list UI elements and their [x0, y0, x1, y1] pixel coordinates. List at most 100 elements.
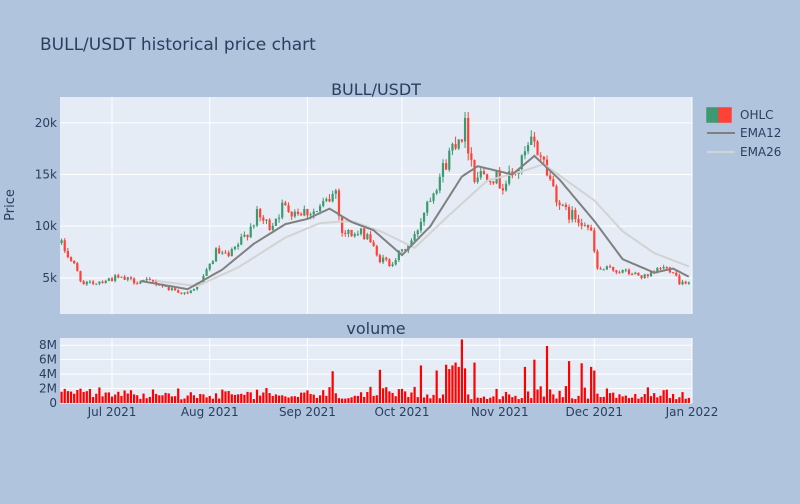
- volume-bar: [457, 366, 460, 403]
- volume-bar: [571, 398, 574, 403]
- candle-down: [460, 139, 463, 142]
- candle-up: [561, 204, 564, 206]
- candle-down: [577, 218, 580, 223]
- volume-bar: [643, 394, 646, 403]
- candle-up: [214, 248, 218, 262]
- volume-bar: [567, 361, 571, 403]
- volume-bar: [252, 399, 255, 403]
- volume-bar: [416, 397, 419, 403]
- candle-down: [552, 179, 555, 187]
- price-subplot-title: BULL/USDT: [331, 80, 421, 99]
- candle-down: [63, 240, 66, 252]
- legend[interactable]: OHLC EMA12 EMA26: [706, 107, 781, 159]
- candle-up: [432, 193, 435, 201]
- volume-bar: [202, 394, 205, 403]
- price-axis-label: Price: [3, 189, 18, 221]
- candle-down: [580, 222, 583, 226]
- volume-bar: [605, 388, 608, 403]
- volume-bar: [309, 393, 312, 403]
- candle-down: [404, 249, 407, 251]
- volume-bar: [101, 396, 104, 403]
- volume-bar: [596, 393, 599, 403]
- candle-down: [218, 248, 221, 254]
- volume-bar: [394, 396, 397, 403]
- volume-bar: [624, 395, 627, 403]
- candle-up: [230, 249, 233, 257]
- candle-down: [454, 143, 457, 149]
- volume-bar: [634, 393, 637, 403]
- volume-bar: [612, 392, 615, 403]
- volume-bar: [221, 389, 224, 403]
- legend-item-ohlc[interactable]: OHLC: [706, 107, 774, 123]
- volume-bar: [325, 395, 328, 403]
- volume-bar: [88, 388, 92, 403]
- volume-bar: [290, 396, 293, 403]
- price-plot-area: [60, 97, 692, 314]
- volume-bar: [300, 392, 303, 403]
- volume-bar: [76, 390, 79, 403]
- volume-bar: [476, 397, 479, 403]
- candle-down: [66, 251, 69, 258]
- candle-down: [637, 272, 640, 276]
- candle-down: [246, 234, 249, 238]
- volume-bar: [426, 394, 429, 403]
- volume-bar: [545, 345, 549, 403]
- volume-bar: [404, 391, 407, 403]
- volume-bar: [454, 362, 457, 403]
- volume-bar: [378, 369, 382, 403]
- volume-bar: [126, 393, 129, 403]
- candle-down: [290, 211, 293, 217]
- volume-bar: [467, 394, 470, 403]
- legend-item-ema26[interactable]: EMA26: [707, 145, 781, 159]
- volume-bar: [375, 395, 378, 403]
- x-tick-label: Jul 2021: [87, 405, 137, 419]
- volume-bar: [129, 390, 133, 403]
- volume-bar: [473, 362, 476, 403]
- candle-up: [205, 269, 208, 276]
- x-tick-label: Oct 2021: [374, 405, 429, 419]
- price-y-tick-label: 15k: [35, 168, 57, 182]
- volume-bar: [211, 398, 214, 403]
- candle-down: [148, 278, 151, 281]
- candle-down: [539, 155, 542, 157]
- candle-down: [564, 204, 568, 208]
- ema26-line: [155, 163, 690, 288]
- candle-up: [583, 224, 586, 226]
- candle-up: [366, 234, 369, 240]
- volume-bar: [681, 392, 684, 403]
- candle-down: [467, 117, 470, 154]
- volume-bar: [243, 394, 246, 403]
- volume-bar: [123, 390, 126, 403]
- legend-item-ema12[interactable]: EMA12: [707, 126, 781, 140]
- volume-bar: [117, 391, 120, 403]
- volume-bar: [167, 393, 170, 403]
- volume-bar: [281, 395, 284, 403]
- candle-down: [492, 181, 495, 184]
- candle-up: [309, 214, 312, 216]
- volume-bar: [577, 395, 580, 403]
- price-y-tick-label: 20k: [35, 116, 57, 130]
- candle-up: [88, 281, 92, 283]
- volume-y-tick-label: 8M: [39, 338, 57, 352]
- volume-bar: [504, 391, 508, 403]
- candle-up: [252, 225, 255, 227]
- volume-bar: [564, 386, 568, 403]
- ema12-line: [140, 154, 690, 291]
- candle-up: [520, 155, 523, 170]
- volume-bar: [341, 398, 344, 403]
- candle-up: [479, 171, 482, 178]
- volume-y-tick-label: 2M: [39, 382, 57, 396]
- x-tick-label: Nov 2021: [471, 405, 529, 419]
- candle-up: [95, 283, 98, 285]
- volume-bar: [520, 398, 523, 403]
- candle-down: [101, 281, 104, 283]
- volume-bar: [350, 397, 353, 403]
- candle-down: [91, 281, 95, 284]
- candle-up: [508, 171, 511, 184]
- volume-bar: [530, 398, 533, 403]
- candle-down: [590, 227, 593, 231]
- volume-bar: [227, 391, 230, 403]
- volume-bar: [441, 394, 445, 403]
- candle-up: [419, 221, 423, 231]
